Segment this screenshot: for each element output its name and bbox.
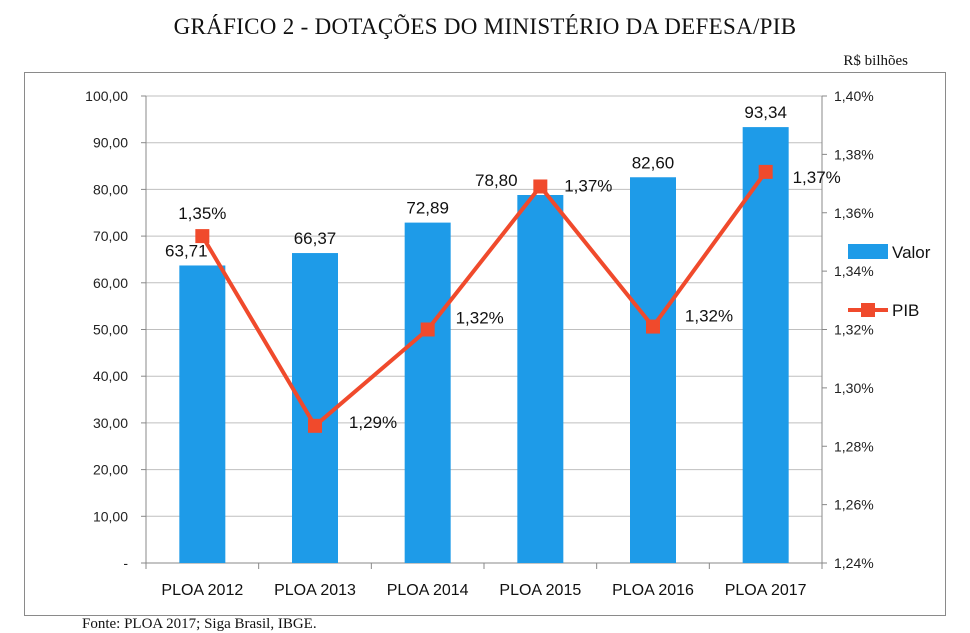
right-tick-label: 1,24% xyxy=(834,555,874,571)
pib-value-label: 1,32% xyxy=(685,307,733,326)
x-tick-label: PLOA 2017 xyxy=(725,582,807,599)
right-tick-label: 1,34% xyxy=(834,263,874,279)
x-tick-label: PLOA 2013 xyxy=(274,582,356,599)
left-tick-label: 90,00 xyxy=(93,135,128,151)
legend-marker-pib xyxy=(861,303,875,317)
right-tick-label: 1,32% xyxy=(834,322,874,338)
right-tick-label: 1,28% xyxy=(834,438,874,454)
legend-label-pib: PIB xyxy=(892,301,919,320)
right-tick-label: 1,40% xyxy=(834,88,874,104)
pib-value-label: 1,29% xyxy=(349,413,397,432)
right-tick-label: 1,36% xyxy=(834,205,874,221)
right-tick-label: 1,30% xyxy=(834,380,874,396)
left-tick-label: 30,00 xyxy=(93,415,128,431)
pib-marker xyxy=(195,229,210,244)
x-tick-label: PLOA 2015 xyxy=(499,582,581,599)
bar-value-label: 72,89 xyxy=(406,199,449,218)
left-tick-label: - xyxy=(123,555,128,571)
bar xyxy=(179,265,226,563)
pib-value-label: 1,37% xyxy=(564,176,612,195)
left-tick-label: 70,00 xyxy=(93,228,128,244)
bar xyxy=(517,195,564,563)
left-tick-label: 40,00 xyxy=(93,368,128,384)
pib-marker xyxy=(646,319,660,334)
legend-label-valor: Valor xyxy=(892,243,931,262)
right-tick-label: 1,38% xyxy=(834,146,874,162)
left-tick-label: 20,00 xyxy=(93,462,128,478)
pib-marker xyxy=(308,418,322,433)
right-tick-label: 1,26% xyxy=(834,497,874,513)
x-tick-label: PLOA 2012 xyxy=(161,582,243,599)
pib-value-label: 1,35% xyxy=(178,204,226,223)
left-tick-label: 100,00 xyxy=(85,88,128,104)
bar xyxy=(292,253,338,563)
pib-value-label: 1,37% xyxy=(793,168,841,187)
pib-marker xyxy=(758,164,773,179)
chart-frame xyxy=(24,72,946,616)
bar-value-label: 63,71 xyxy=(165,241,208,260)
legend-swatch-valor xyxy=(848,244,888,259)
left-tick-label: 10,00 xyxy=(93,508,128,524)
source-note: Fonte: PLOA 2017; Siga Brasil, IBGE. xyxy=(82,616,317,632)
pib-line xyxy=(200,170,768,428)
x-tick-label: PLOA 2016 xyxy=(612,582,694,599)
x-tick-label: PLOA 2014 xyxy=(387,582,469,599)
bar-value-label: 66,37 xyxy=(294,229,337,248)
chart-title: GRÁFICO 2 - DOTAÇÕES DO MINISTÉRIO DA DE… xyxy=(173,14,797,39)
bar-value-label: 78,80 xyxy=(475,171,518,190)
bar-value-label: 93,34 xyxy=(744,103,787,122)
bar xyxy=(742,127,789,563)
pib-value-label: 1,32% xyxy=(456,309,504,328)
pib-marker xyxy=(420,322,435,337)
left-tick-label: 60,00 xyxy=(93,275,128,291)
pib-marker xyxy=(533,179,548,194)
bar xyxy=(404,222,451,563)
unit-label: R$ bilhões xyxy=(843,53,908,69)
left-tick-label: 80,00 xyxy=(93,181,128,197)
bar-value-label: 82,60 xyxy=(632,153,675,172)
bar xyxy=(630,177,676,563)
left-tick-label: 50,00 xyxy=(93,322,128,338)
